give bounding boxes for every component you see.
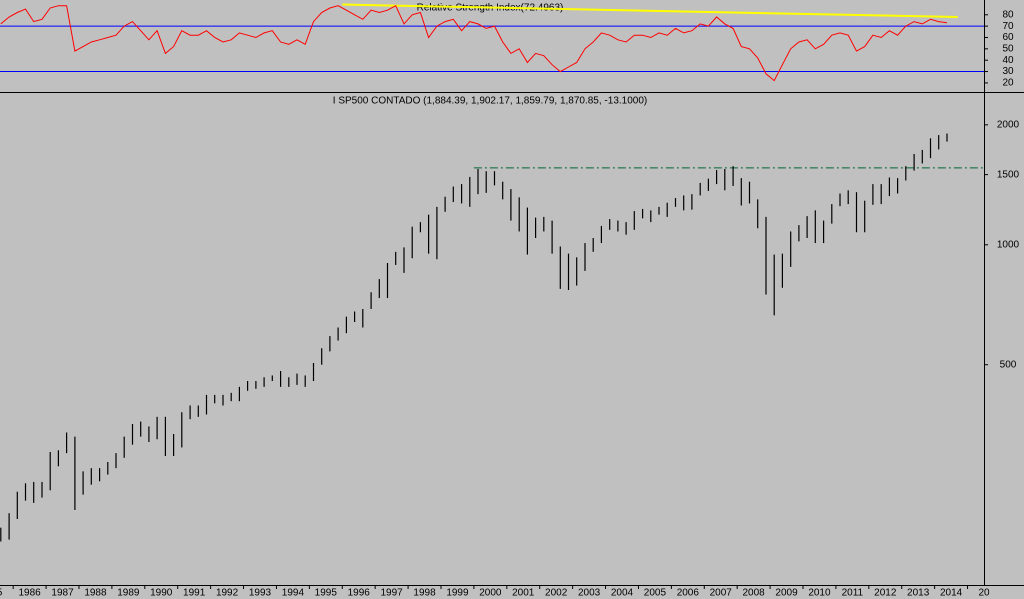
x-tick-label: 2000: [479, 588, 502, 599]
y-tick-label: 80: [1002, 9, 1014, 20]
x-tick-label: 1988: [84, 588, 107, 599]
y-tick-label: 500: [1000, 359, 1017, 370]
x-tick-label: 2009: [775, 588, 798, 599]
y-tick-label: 30: [1002, 66, 1014, 77]
x-tick-label: 2003: [578, 588, 601, 599]
x-tick-label: 1994: [282, 588, 305, 599]
x-tick-label: 2014: [940, 588, 963, 599]
x-tick-label: 2005: [644, 588, 667, 599]
x-tick-label: 1999: [446, 588, 469, 599]
x-tick-label: 2013: [907, 588, 930, 599]
x-tick-label: 20: [978, 588, 990, 599]
x-tick-label: 1992: [216, 588, 239, 599]
x-tick-label: 1991: [183, 588, 206, 599]
x-tick-label: 1995: [315, 588, 338, 599]
x-tick-label: 1986: [18, 588, 41, 599]
x-tick-label: 2011: [842, 588, 864, 599]
y-tick-label: 50: [1002, 43, 1014, 54]
x-tick-label: 2004: [611, 588, 634, 599]
price-title: I SP500 CONTADO (1,884.39, 1,902.17, 1,8…: [333, 96, 647, 107]
x-tick-label: 1998: [413, 588, 436, 599]
x-tick-label: 2006: [677, 588, 700, 599]
y-tick-label: 70: [1002, 21, 1014, 32]
y-tick-label: 1500: [997, 169, 1020, 180]
x-tick-label: 1990: [150, 588, 173, 599]
trend-line: [342, 3, 958, 19]
y-tick-label: 20: [1002, 78, 1014, 89]
x-tick-label: 2007: [710, 588, 733, 599]
y-tick-label: 40: [1002, 55, 1014, 66]
x-tick-label: 2010: [808, 588, 831, 599]
y-tick-label: 2000: [997, 119, 1020, 130]
x-tick-label: 1996: [348, 588, 371, 599]
x-tick-label: 2002: [545, 588, 568, 599]
x-tick-label: 1993: [249, 588, 272, 599]
x-tick-label: 1989: [117, 588, 140, 599]
x-tick-label: 1987: [51, 588, 74, 599]
y-tick-label: 1000: [997, 239, 1020, 250]
x-tick-label: 1997: [381, 588, 404, 599]
x-tick-label: 2001: [512, 588, 535, 599]
rsi-line: [0, 5, 948, 82]
x-tick-label: 2008: [743, 588, 766, 599]
y-tick-label: 60: [1002, 32, 1014, 43]
x-tick-label: 85: [0, 588, 3, 599]
x-tick-label: 2012: [874, 588, 897, 599]
